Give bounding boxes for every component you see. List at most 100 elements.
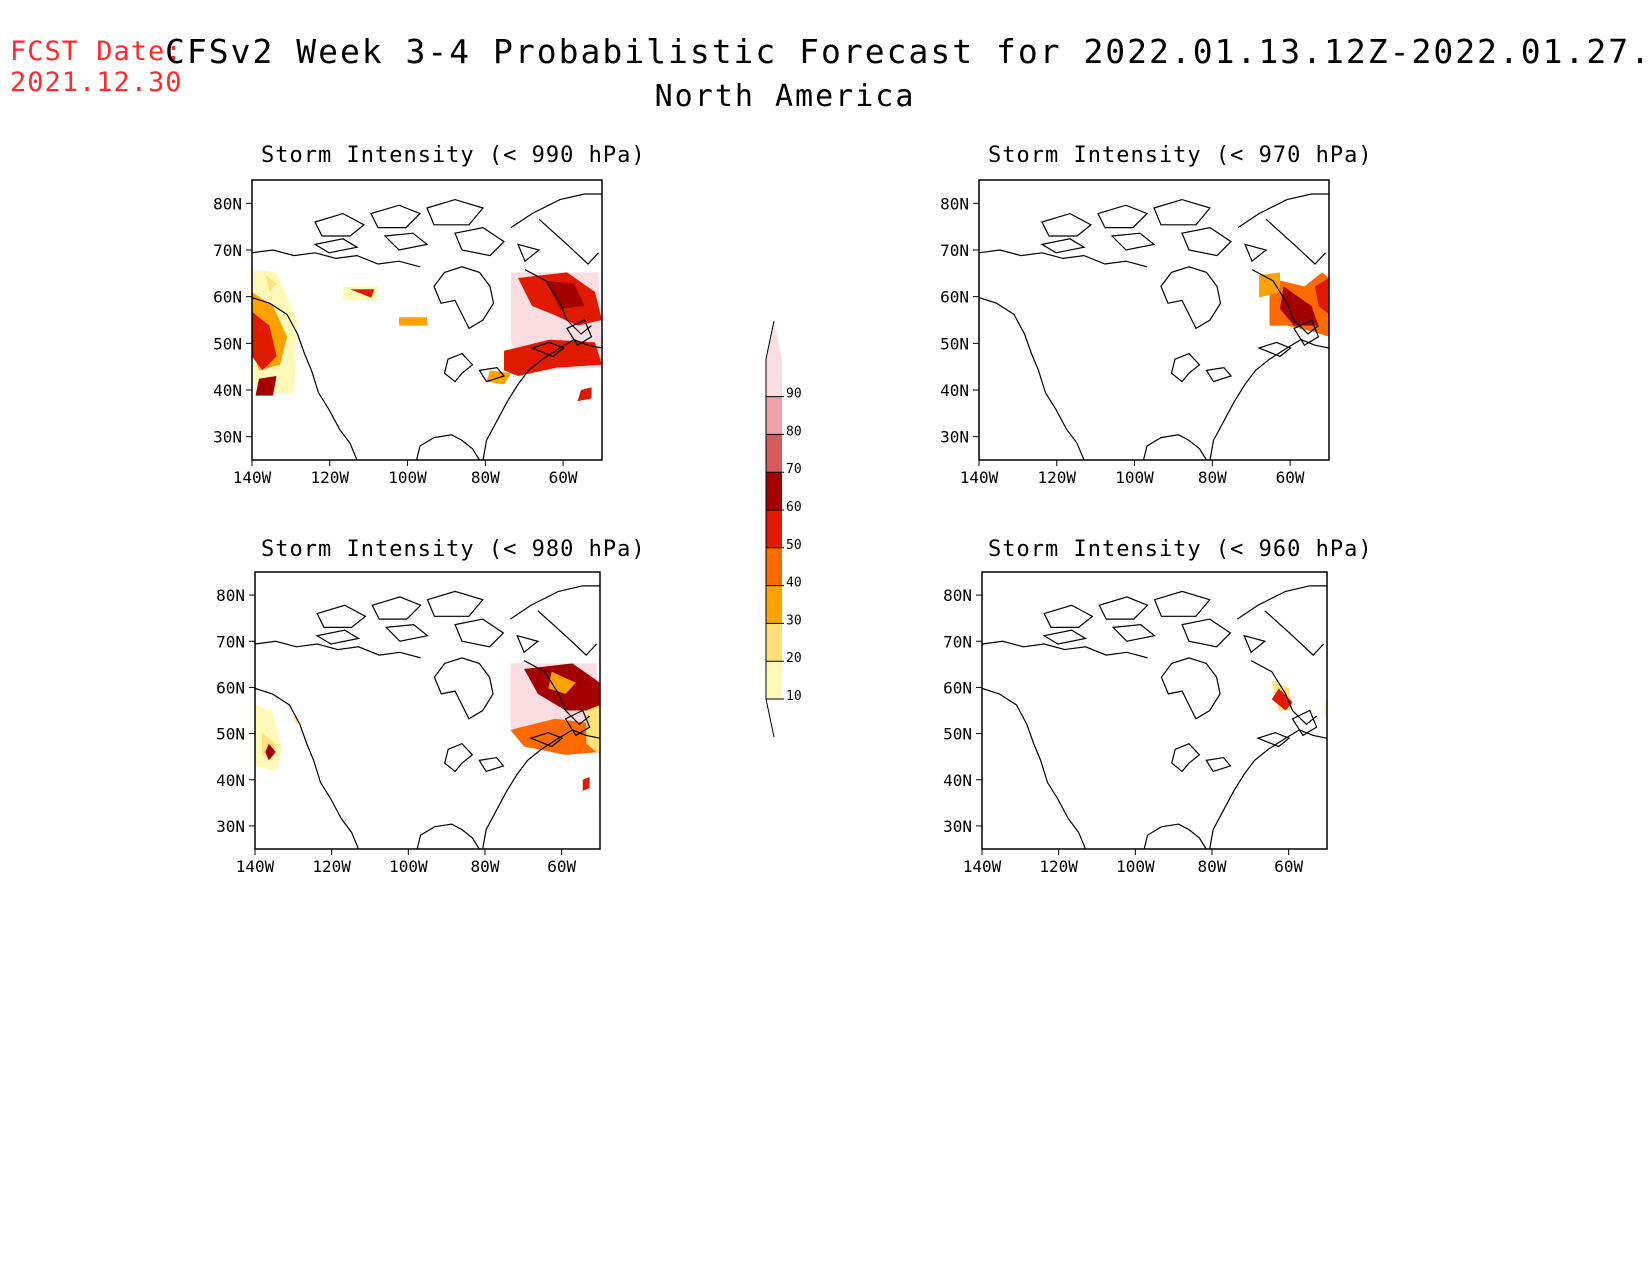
panel-title-970: Storm Intensity (< 970 hPa) bbox=[988, 143, 1373, 168]
probability-area bbox=[504, 339, 602, 376]
probability-shading bbox=[255, 663, 600, 791]
probability-shading bbox=[1271, 680, 1327, 725]
coastline bbox=[1251, 661, 1317, 725]
coastline bbox=[455, 619, 503, 647]
coastline bbox=[1155, 591, 1210, 616]
lat-tick-label: 80N bbox=[940, 194, 969, 213]
coastline bbox=[417, 435, 480, 460]
lon-tick-label: 120W bbox=[312, 857, 351, 876]
lon-tick-label: 60W bbox=[547, 857, 576, 876]
lat-tick-label: 30N bbox=[213, 428, 242, 447]
lon-tick-label: 60W bbox=[1276, 468, 1305, 487]
coastlines bbox=[252, 194, 602, 460]
coastline bbox=[386, 625, 427, 642]
lat-tick-label: 50N bbox=[213, 334, 242, 353]
coastline bbox=[315, 239, 357, 253]
colorbar-segment bbox=[766, 585, 782, 624]
coastline bbox=[1238, 194, 1329, 228]
probability-area bbox=[577, 387, 592, 402]
coastline bbox=[445, 354, 473, 382]
coastline bbox=[252, 298, 357, 460]
coastline bbox=[427, 200, 483, 225]
coastline bbox=[1252, 270, 1319, 334]
coastline bbox=[979, 250, 1147, 267]
lat-tick-label: 60N bbox=[213, 288, 242, 307]
coastline bbox=[1144, 435, 1207, 460]
coastline bbox=[445, 744, 473, 772]
lat-tick-label: 70N bbox=[940, 241, 969, 260]
panel-title-990: Storm Intensity (< 990 hPa) bbox=[261, 143, 646, 168]
lat-tick-label: 30N bbox=[940, 428, 969, 447]
map-panel-960: 80N 70N 60N 50N 40N 30N 140W 120W 100W 80W 60W bbox=[943, 571, 1328, 876]
region-subtitle: North America bbox=[0, 79, 1650, 114]
probability-area bbox=[586, 704, 600, 755]
probability-colorbar: 10 20 30 40 50 60 70 80 90 bbox=[765, 320, 802, 738]
coastline bbox=[1265, 611, 1324, 655]
coastline bbox=[511, 194, 602, 228]
lat-tick-label: 70N bbox=[216, 632, 245, 651]
lon-tick-label: 80W bbox=[471, 468, 500, 487]
coastline bbox=[1099, 597, 1147, 619]
coastline bbox=[455, 228, 504, 256]
colorbar-label: 20 bbox=[786, 651, 802, 666]
coastlines bbox=[982, 586, 1327, 849]
coastline bbox=[982, 641, 1148, 658]
coastline bbox=[1182, 619, 1230, 647]
lat-tick-label: 50N bbox=[943, 725, 972, 744]
probability-area bbox=[1280, 286, 1319, 326]
lon-tick-label: 100W bbox=[1116, 857, 1155, 876]
coastline bbox=[1266, 219, 1326, 264]
lon-tick-label: 140W bbox=[233, 468, 272, 487]
colorbar-label: 40 bbox=[786, 576, 802, 591]
lat-tick-label: 70N bbox=[213, 241, 242, 260]
lon-tick-label: 80W bbox=[1198, 468, 1227, 487]
probability-area bbox=[510, 718, 600, 755]
coastline bbox=[1154, 200, 1210, 225]
coastline bbox=[1161, 267, 1221, 329]
coastline bbox=[372, 597, 420, 619]
map-panel-980: 80N 70N 60N 50N 40N 30N 140W 120W 100W 80W 60W bbox=[216, 571, 601, 876]
coastline bbox=[417, 824, 479, 849]
lat-tick-label: 50N bbox=[940, 334, 969, 353]
probability-area bbox=[252, 311, 277, 371]
coastline bbox=[1206, 758, 1230, 772]
lon-tick-label: 100W bbox=[388, 468, 427, 487]
lon-tick-label: 100W bbox=[1115, 468, 1154, 487]
lat-tick-label: 40N bbox=[943, 771, 972, 790]
lon-tick-label: 80W bbox=[471, 857, 500, 876]
coastline bbox=[1172, 354, 1200, 382]
coastline bbox=[524, 661, 590, 725]
coastline bbox=[317, 605, 365, 627]
coastline bbox=[371, 205, 420, 227]
coastline bbox=[1259, 342, 1291, 356]
lon-tick-label: 100W bbox=[389, 857, 428, 876]
coastline bbox=[428, 591, 483, 616]
coastline bbox=[539, 219, 599, 264]
map-content bbox=[255, 586, 600, 849]
colorbar-segment bbox=[766, 623, 782, 662]
coastline bbox=[480, 368, 505, 382]
map-panel-970: 80N 70N 60N 50N 40N 30N 140W 120W 100W 80W 60W bbox=[940, 179, 1330, 487]
lat-tick-label: 30N bbox=[943, 817, 972, 836]
coastline bbox=[1294, 320, 1319, 345]
lat-tick-label: 40N bbox=[216, 771, 245, 790]
coastline bbox=[1144, 824, 1206, 849]
lat-tick-label: 60N bbox=[216, 678, 245, 697]
map-frame bbox=[981, 571, 1328, 850]
coastline bbox=[1210, 730, 1327, 849]
lat-tick-label: 70N bbox=[943, 632, 972, 651]
coastline bbox=[1207, 368, 1232, 382]
map-frame bbox=[251, 179, 603, 461]
region-label: North America bbox=[654, 79, 916, 114]
lat-tick-label: 80N bbox=[943, 586, 972, 605]
forecast-date-value: 2021.12.30 bbox=[10, 67, 183, 98]
colorbar-segment bbox=[766, 396, 782, 435]
probability-area bbox=[265, 743, 276, 761]
coastline bbox=[255, 688, 359, 849]
coastline bbox=[1044, 630, 1085, 644]
colorbar-segment bbox=[766, 358, 782, 397]
panel-title-980: Storm Intensity (< 980 hPa) bbox=[261, 537, 646, 562]
probability-area bbox=[292, 716, 300, 725]
coastline bbox=[1044, 605, 1092, 627]
map-frame bbox=[254, 571, 601, 850]
